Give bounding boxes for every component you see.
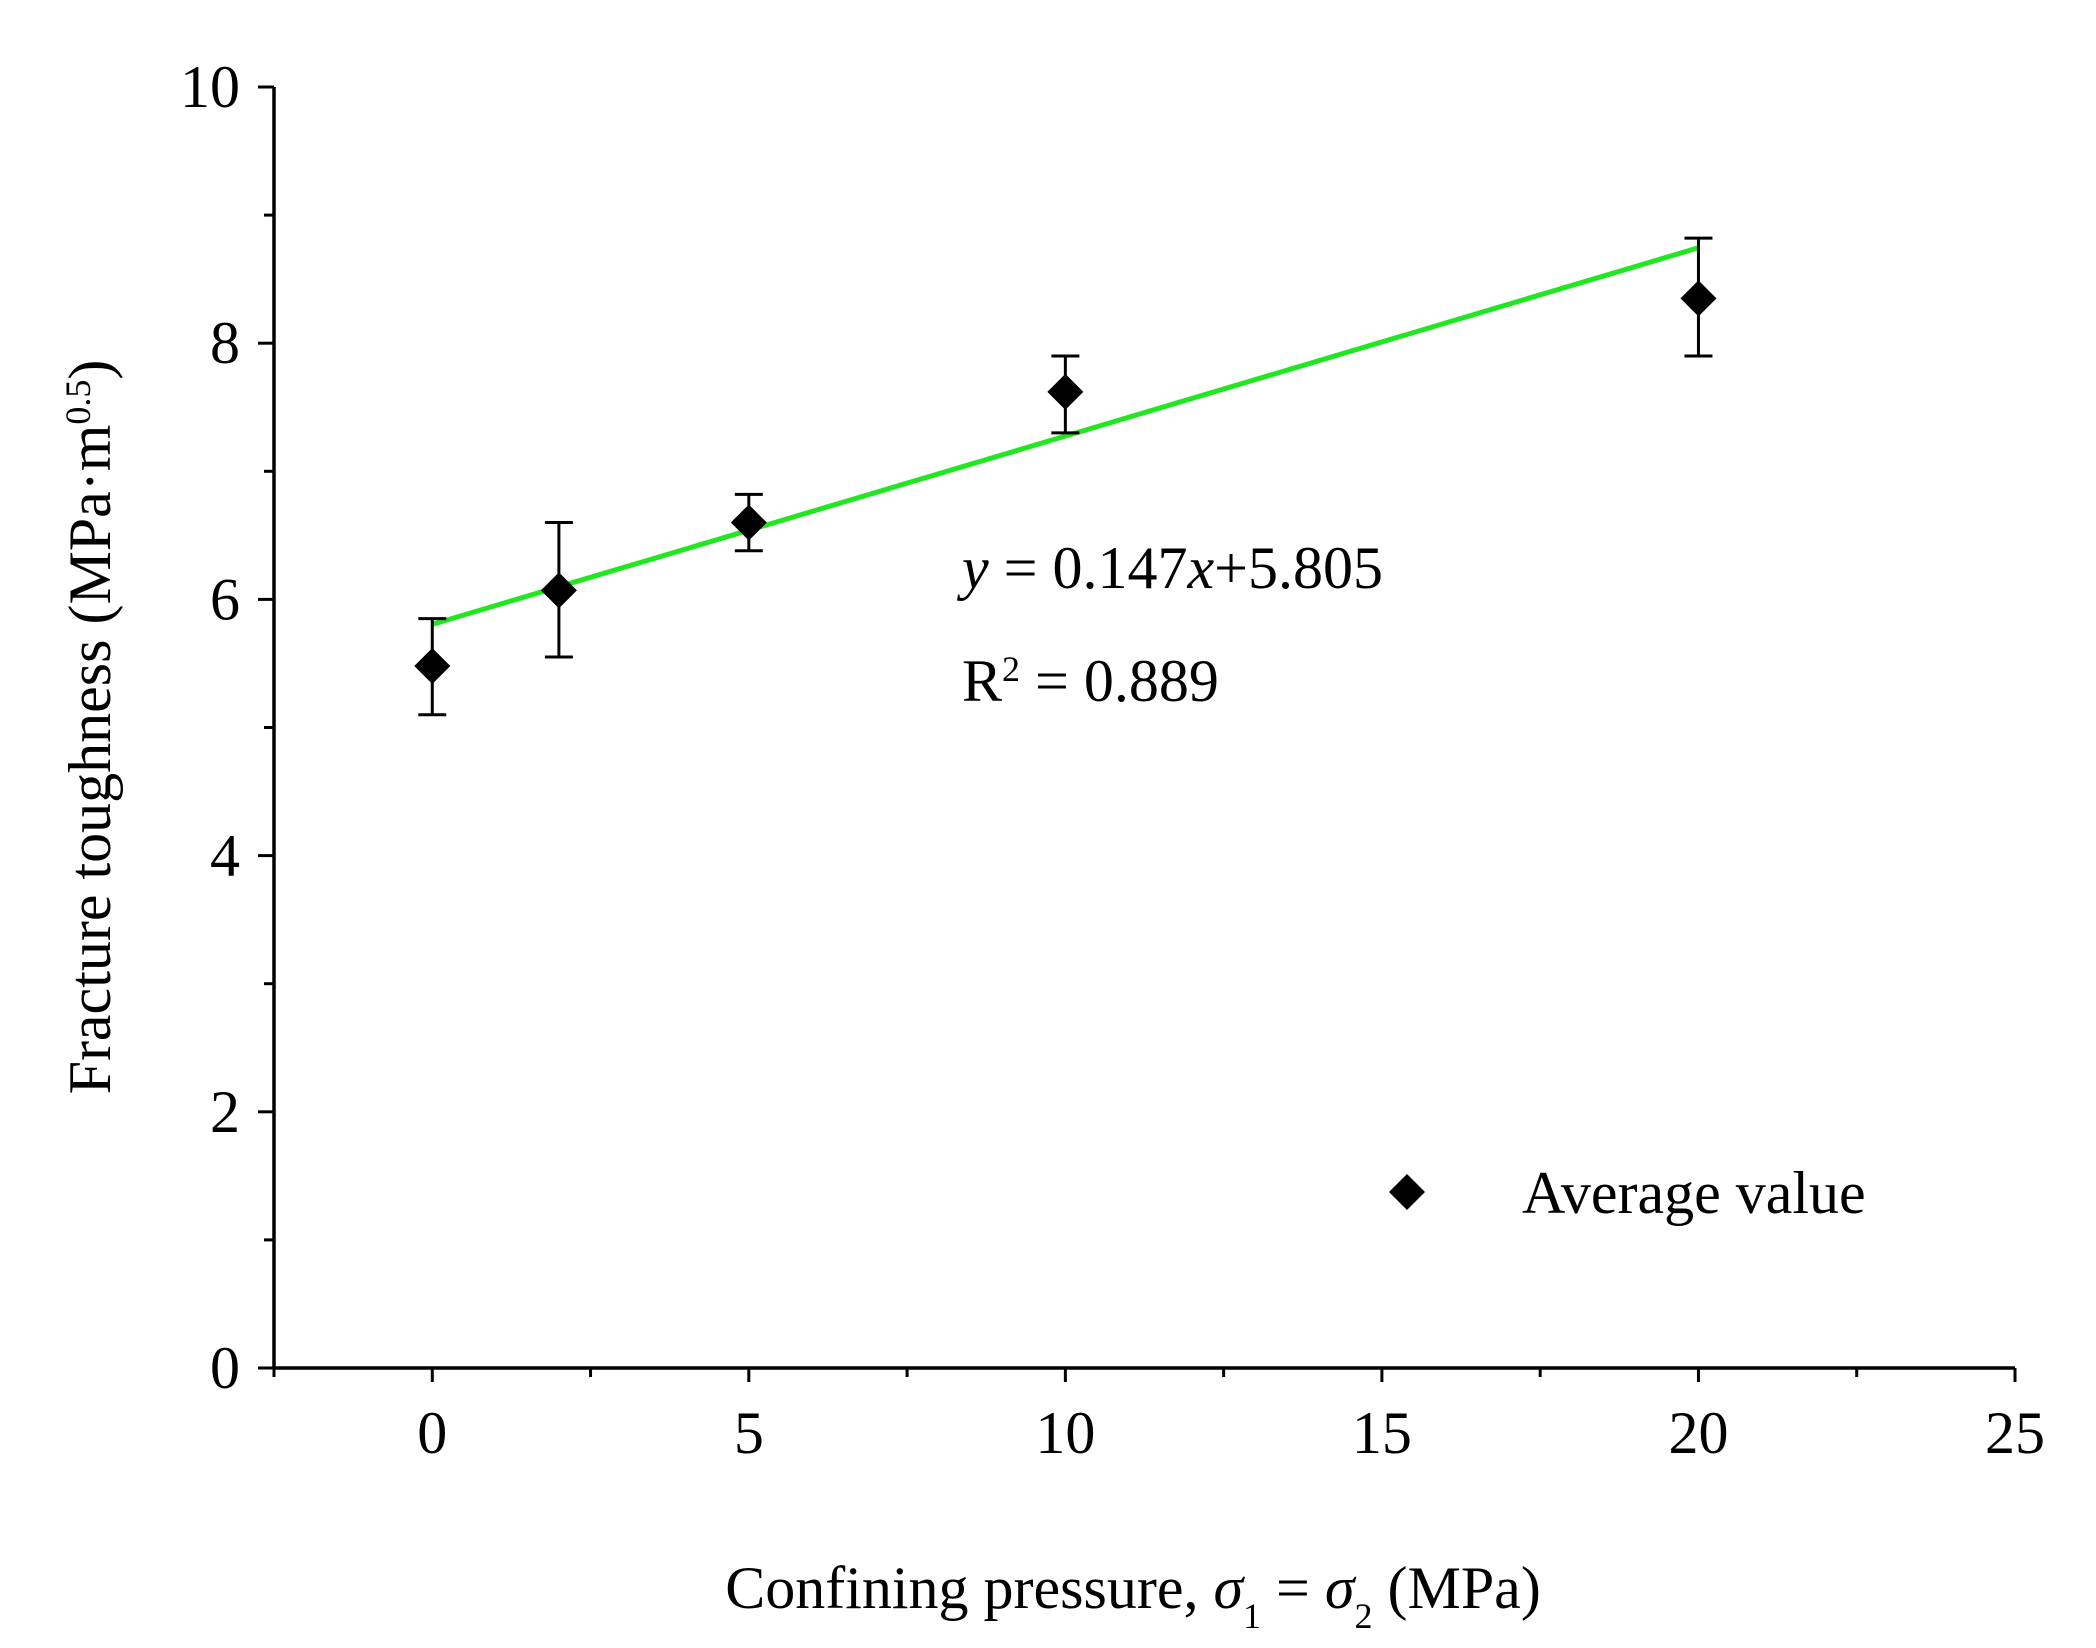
fit-line: [431, 245, 1700, 627]
x-tick-label: 10: [1035, 1400, 1095, 1466]
y-axis-label-sup: 0.5: [58, 380, 98, 425]
fit-r2-value: = 0.889: [1020, 648, 1219, 714]
fit-equation-y: y: [956, 535, 989, 601]
x-tick-label: 25: [1985, 1400, 2045, 1466]
axis-ticks: 0 5 10 15 20 25 0 2 4 6 8 10: [180, 54, 2045, 1466]
x-axis-label-sym1: σ: [1213, 1555, 1245, 1621]
data-point-diamond: [730, 504, 767, 541]
y-tick-label: 0: [210, 1335, 240, 1401]
x-axis-label: Confining pressure, σ1 = σ2 (MPa): [725, 1555, 1541, 1636]
y-tick-label: 4: [210, 823, 240, 889]
x-axis-label-eq: =: [1261, 1555, 1325, 1621]
x-axis-label-prefix: Confining pressure,: [725, 1555, 1213, 1621]
legend-marker-diamond: [1389, 1174, 1425, 1210]
legend: Average value: [1389, 1160, 1866, 1226]
fit-equation: y = 0.147x+5.805: [956, 535, 1383, 601]
y-tick-label: 8: [210, 310, 240, 376]
y-axis-label: Fracture toughness (MPa·m0.5): [57, 360, 123, 1095]
x-tick-label: 5: [734, 1400, 764, 1466]
x-axis-label-sym2: σ: [1325, 1555, 1357, 1621]
y-axis-label-close: ): [57, 360, 123, 380]
x-axis-label-sub2: 2: [1354, 1596, 1372, 1636]
data-points: [414, 236, 1717, 717]
fit-r-squared: R2 = 0.889: [962, 648, 1219, 714]
fit-equation-mid: = 0.147: [989, 535, 1188, 601]
x-axis-label-unit: (MPa): [1372, 1555, 1540, 1621]
y-tick-label: 6: [210, 566, 240, 632]
y-tick-label: 2: [210, 1079, 240, 1145]
x-tick-label: 0: [417, 1400, 447, 1466]
legend-label: Average value: [1522, 1160, 1866, 1226]
y-axis-label-main: Fracture toughness (MPa·m: [57, 425, 123, 1095]
x-axis-label-sub1: 1: [1243, 1596, 1261, 1636]
fit-r2-prefix: R: [962, 648, 1002, 714]
fit-equation-end: +5.805: [1214, 535, 1383, 601]
y-tick-label: 10: [180, 54, 240, 120]
data-point-diamond: [414, 648, 451, 685]
fit-r2-sup: 2: [1002, 649, 1020, 689]
data-point-diamond: [540, 572, 577, 609]
data-point-diamond: [1047, 373, 1084, 410]
x-tick-label: 15: [1352, 1400, 1412, 1466]
fit-equation-x: x: [1186, 535, 1214, 601]
x-tick-label: 20: [1668, 1400, 1728, 1466]
fit-line-group: [431, 245, 1700, 627]
data-point-diamond: [1680, 280, 1717, 317]
